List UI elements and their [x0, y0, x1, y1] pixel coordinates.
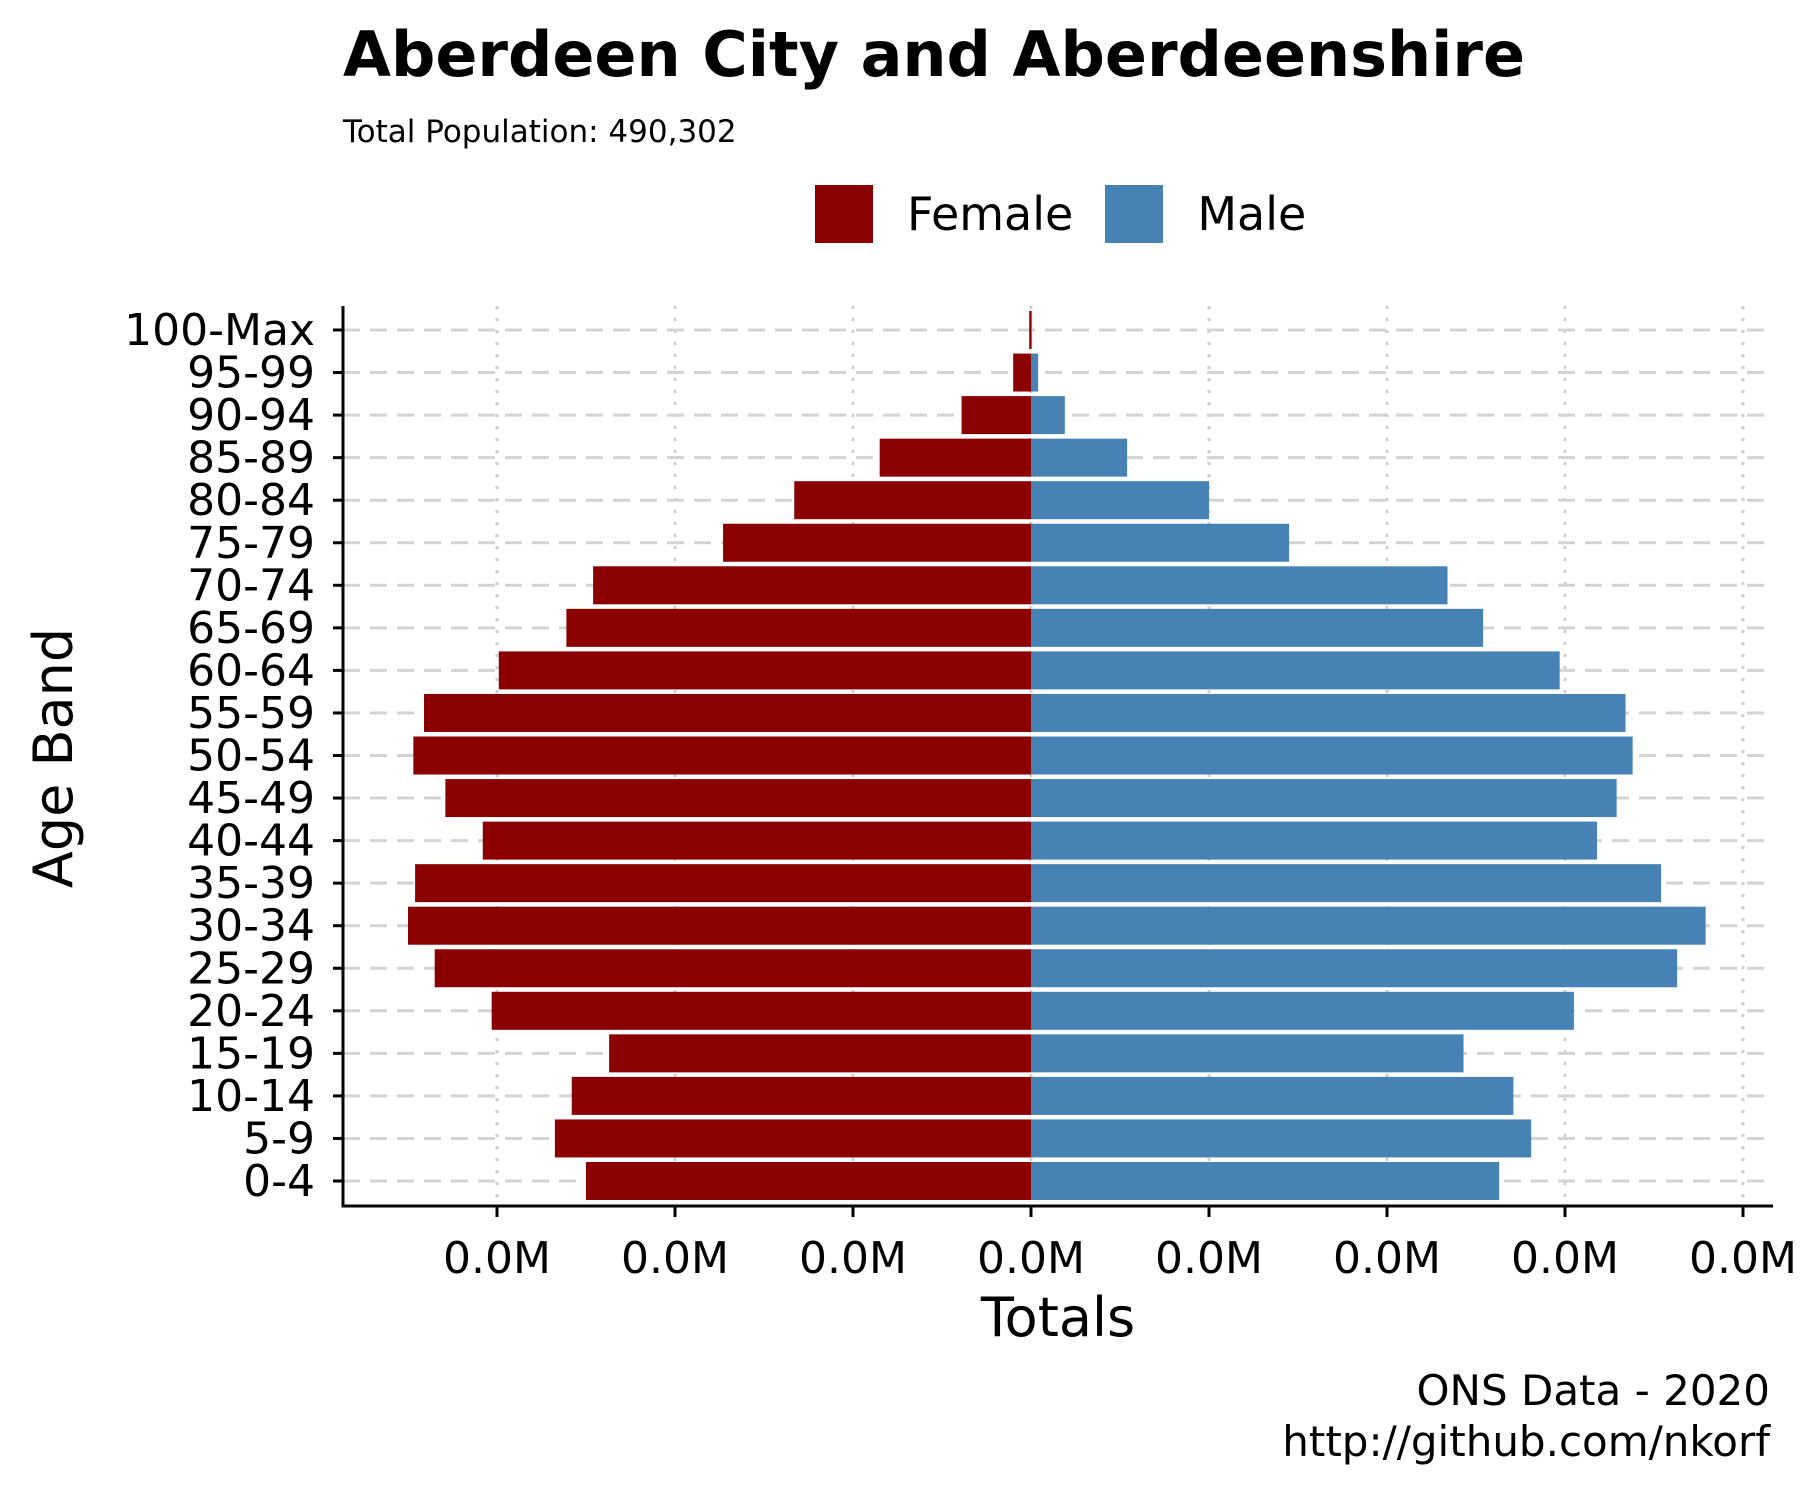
bar-male-95-99	[1031, 353, 1039, 392]
bar-male-30-34	[1031, 906, 1706, 945]
bar-female-20-24	[491, 991, 1031, 1030]
x-tick-label: 0.0M	[1689, 1233, 1797, 1284]
bar-male-40-44	[1031, 821, 1598, 860]
y-tick-label: 75-79	[187, 518, 315, 569]
bar-female-95-99	[1013, 353, 1031, 392]
bar-male-80-84	[1031, 481, 1209, 520]
bar-female-5-9	[554, 1119, 1031, 1158]
bar-female-65-69	[566, 608, 1031, 647]
y-tick-label: 70-74	[187, 560, 315, 611]
bar-female-35-39	[415, 864, 1031, 903]
legend-item-female: Female	[815, 185, 1073, 243]
bar-female-0-4	[586, 1162, 1031, 1200]
bar-female-15-19	[609, 1034, 1031, 1073]
caption: ONS Data - 2020 http://github.com/nkorf	[1282, 1365, 1770, 1467]
bar-female-10-14	[571, 1076, 1031, 1115]
y-tick-label: 50-54	[187, 731, 315, 782]
x-tick-label: 0.0M	[977, 1233, 1085, 1284]
y-tick-label: 55-59	[187, 688, 315, 739]
bar-female-25-29	[434, 949, 1031, 988]
y-tick-label: 10-14	[187, 1071, 315, 1122]
y-tick-label: 100-Max	[124, 305, 315, 356]
bar-male-25-29	[1031, 949, 1678, 988]
x-tick-label: 0.0M	[1511, 1233, 1619, 1284]
bar-female-75-79	[723, 523, 1031, 562]
bar-male-10-14	[1031, 1076, 1514, 1115]
bar-male-90-94	[1031, 396, 1065, 435]
bar-female-50-54	[413, 736, 1032, 775]
bar-female-85-89	[879, 438, 1031, 477]
x-axis-title: Totals	[980, 1286, 1135, 1349]
y-tick-label: 60-64	[187, 645, 315, 696]
legend-swatch-male	[1105, 185, 1164, 243]
x-tick-label: 0.0M	[799, 1233, 907, 1284]
bar-female-80-84	[794, 481, 1031, 520]
legend-item-male: Male	[1105, 185, 1306, 243]
y-tick-label: 35-39	[187, 858, 315, 909]
bar-male-5-9	[1031, 1119, 1532, 1158]
x-tick-label: 0.0M	[443, 1233, 551, 1284]
y-tick-label: 65-69	[187, 603, 315, 654]
y-axis-title: Age Band	[22, 628, 85, 888]
bar-male-70-74	[1031, 566, 1448, 605]
bar-female-30-34	[408, 906, 1031, 945]
bar-male-65-69	[1031, 608, 1484, 647]
legend-label-male: Male	[1197, 187, 1307, 241]
y-tick-label: 15-19	[187, 1028, 315, 1079]
bar-female-70-74	[593, 566, 1031, 605]
chart-subtitle: Total Population: 490,302	[343, 114, 737, 150]
x-tick-label: 0.0M	[1155, 1233, 1263, 1284]
bar-male-55-59	[1031, 693, 1626, 732]
bar-female-45-49	[445, 779, 1031, 818]
bar-female-100-max	[1029, 311, 1031, 349]
bar-female-40-44	[482, 821, 1031, 860]
x-tick-label: 0.0M	[1333, 1233, 1441, 1284]
caption-url: http://github.com/nkorf	[1282, 1417, 1770, 1466]
bar-male-15-19	[1031, 1034, 1464, 1073]
x-tick-label: 0.0M	[621, 1233, 729, 1284]
bar-male-50-54	[1031, 736, 1633, 775]
y-tick-label: 95-99	[187, 348, 315, 399]
bar-male-0-4	[1031, 1162, 1500, 1200]
bar-female-60-64	[498, 651, 1031, 690]
bar-male-35-39	[1031, 864, 1662, 903]
bar-male-20-24	[1031, 991, 1574, 1030]
y-tick-label: 40-44	[187, 816, 315, 867]
y-tick-label: 90-94	[187, 390, 315, 441]
bar-male-75-79	[1031, 523, 1290, 562]
y-tick-label: 45-49	[187, 773, 315, 824]
legend-swatch-female	[815, 185, 873, 243]
y-tick-label: 5-9	[243, 1113, 315, 1164]
bar-female-90-94	[961, 396, 1031, 435]
legend-label-female: Female	[907, 187, 1074, 241]
y-tick-label: 85-89	[187, 433, 315, 484]
y-tick-label: 25-29	[187, 943, 315, 994]
y-tick-label: 30-34	[187, 901, 315, 952]
y-tick-label: 80-84	[187, 475, 315, 526]
bar-male-60-64	[1031, 651, 1560, 690]
bar-male-85-89	[1031, 438, 1128, 477]
legend: Female Male	[815, 183, 1338, 245]
chart-title: Aberdeen City and Aberdeenshire	[343, 18, 1526, 91]
bar-female-55-59	[424, 693, 1031, 732]
bar-male-100-max	[1031, 311, 1033, 349]
y-tick-label: 0-4	[243, 1156, 315, 1207]
caption-source: ONS Data - 2020	[1416, 1366, 1770, 1415]
bar-male-45-49	[1031, 779, 1617, 818]
y-tick-label: 20-24	[187, 986, 315, 1037]
